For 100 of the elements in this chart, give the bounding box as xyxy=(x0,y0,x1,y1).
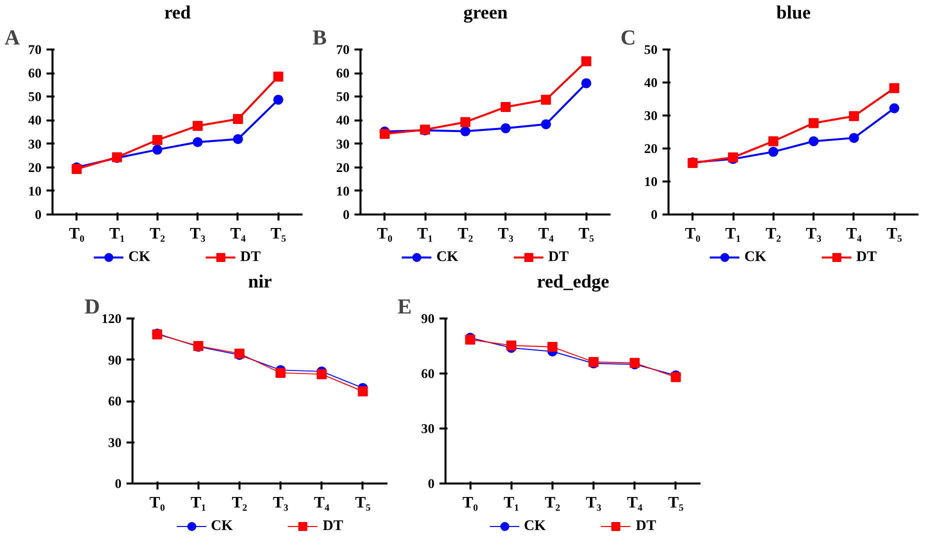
point xyxy=(232,114,243,124)
chart-title: blue xyxy=(776,2,811,24)
point xyxy=(848,111,859,122)
legend-label: DT xyxy=(636,518,656,534)
y-tick-label: 40 xyxy=(336,112,350,128)
point xyxy=(768,136,778,146)
y-tick-label: 70 xyxy=(336,42,350,57)
legend-label: CK xyxy=(436,248,458,266)
x-tick-label: T₄ xyxy=(626,494,643,512)
x-tick-label: T₄ xyxy=(538,226,554,242)
point xyxy=(540,94,551,105)
point xyxy=(460,117,470,128)
point xyxy=(848,132,859,143)
x-tick-label: T₂ xyxy=(458,226,474,242)
y-tick-label: 40 xyxy=(644,75,658,90)
point xyxy=(460,126,470,136)
x-tick-label: T₁ xyxy=(725,226,741,242)
y-tick-label: 30 xyxy=(644,108,658,123)
chart-title: nir xyxy=(248,272,272,292)
point xyxy=(500,123,511,134)
y-tick-label: 10 xyxy=(28,183,42,198)
point xyxy=(232,134,243,144)
point xyxy=(276,368,286,378)
y-tick-label: 60 xyxy=(28,66,42,81)
x-tick-label: T₃ xyxy=(806,226,822,242)
x-tick-label: T₀ xyxy=(149,494,166,512)
point xyxy=(192,120,203,131)
x-tick-label: T₅ xyxy=(668,494,684,512)
point xyxy=(540,119,551,130)
x-tick-label: T₂ xyxy=(150,226,166,242)
y-tick-label: 40 xyxy=(28,112,42,128)
y-tick-label: 70 xyxy=(28,42,42,57)
x-tick-label: T₀ xyxy=(68,226,85,242)
y-tick-label: 30 xyxy=(421,421,435,436)
y-tick-label: 60 xyxy=(108,394,122,408)
x-tick-label: T₀ xyxy=(376,226,393,242)
x-tick-label: T₂ xyxy=(766,226,782,242)
y-tick-label: 20 xyxy=(644,141,658,156)
x-tick-label: T₁ xyxy=(504,494,520,512)
y-tick-label: 0 xyxy=(428,476,435,491)
y-tick-label: 50 xyxy=(644,42,658,57)
y-tick-label: 30 xyxy=(108,434,122,450)
x-tick-label: T₅ xyxy=(886,226,902,242)
x-tick-label: T₀ xyxy=(462,494,478,512)
point xyxy=(358,386,368,396)
x-tick-label: T₂ xyxy=(544,494,560,512)
point xyxy=(547,342,558,352)
x-tick-label: T₃ xyxy=(498,226,514,242)
text: E xyxy=(398,294,412,318)
y-tick-label: 10 xyxy=(644,174,658,189)
y-tick-label: 30 xyxy=(336,136,350,152)
text: D xyxy=(84,294,100,318)
x-tick-label: T₃ xyxy=(272,494,288,512)
legend-label: CK xyxy=(210,518,233,534)
y-tick-label: 20 xyxy=(28,160,42,175)
x-tick-label: T₅ xyxy=(578,226,594,242)
point xyxy=(808,136,819,146)
chart-title: red xyxy=(164,2,192,24)
x-tick-label: T₁ xyxy=(109,226,125,242)
x-tick-label: T₁ xyxy=(417,226,433,242)
legend-label: CK xyxy=(524,518,546,534)
x-tick-label: T₄ xyxy=(230,226,246,242)
y-tick-label: 0 xyxy=(34,207,42,222)
point xyxy=(889,103,900,114)
point xyxy=(192,137,203,148)
x-tick-label: T₃ xyxy=(190,226,206,242)
y-tick-label: 90 xyxy=(421,311,435,326)
point xyxy=(889,83,900,94)
point xyxy=(808,118,819,128)
y-tick-label: 50 xyxy=(336,89,350,104)
point xyxy=(316,369,327,380)
y-tick-label: 0 xyxy=(650,207,658,222)
point xyxy=(500,102,511,112)
x-tick-label: T₄ xyxy=(846,226,862,242)
text: B xyxy=(312,26,327,50)
x-tick-label: T₅ xyxy=(355,494,371,512)
y-tick-label: 0 xyxy=(342,207,350,222)
text: C xyxy=(620,26,636,50)
point xyxy=(581,56,592,66)
point xyxy=(506,340,516,350)
y-tick-label: 60 xyxy=(336,66,350,81)
x-tick-label: T₅ xyxy=(270,226,286,242)
point xyxy=(152,135,162,146)
y-tick-label: 30 xyxy=(28,136,42,152)
legend-label: DT xyxy=(548,248,569,266)
x-tick-label: T₁ xyxy=(190,494,206,512)
y-tick-label: 50 xyxy=(28,89,42,104)
y-tick-label: 90 xyxy=(108,352,122,368)
point xyxy=(273,72,284,82)
y-tick-label: 120 xyxy=(102,311,122,326)
text: A xyxy=(4,26,20,50)
y-tick-label: 0 xyxy=(114,476,122,491)
legend-label: DT xyxy=(322,518,344,534)
chart-title: green xyxy=(463,2,508,24)
x-tick-label: T₂ xyxy=(232,494,248,512)
y-tick-label: 20 xyxy=(336,160,350,175)
y-tick-label: 60 xyxy=(421,366,435,381)
chart-title: red_edge xyxy=(536,272,610,292)
point xyxy=(581,78,592,88)
legend-label: DT xyxy=(856,248,877,266)
